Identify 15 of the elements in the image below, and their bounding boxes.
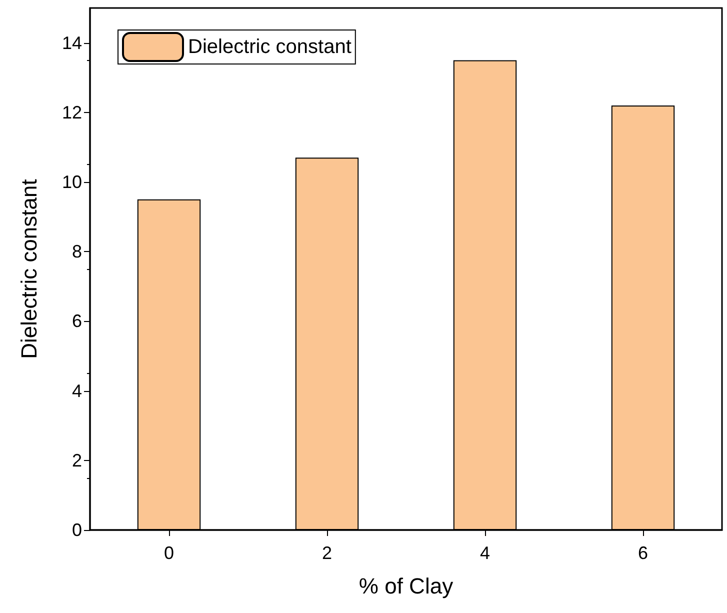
legend-label: Dielectric constant <box>188 36 352 58</box>
y-tick-label: 0 <box>72 520 82 540</box>
y-tick-label: 14 <box>62 32 82 53</box>
y-tick-label: 8 <box>72 242 82 262</box>
x-axis-title: % of Clay <box>358 574 454 598</box>
x-tick-label: 4 <box>480 543 490 563</box>
y-tick-label: 2 <box>72 450 82 470</box>
x-tick-label: 6 <box>638 543 648 563</box>
x-tick-label: 0 <box>164 543 174 563</box>
y-tick-label: 10 <box>62 172 82 192</box>
y-tick-label: 12 <box>62 102 82 122</box>
y-tick-label: 4 <box>72 380 82 401</box>
y-axis-title: Dielectric constant <box>16 179 42 359</box>
x-tick-label: 2 <box>322 543 332 563</box>
y-tick-label: 6 <box>72 311 82 332</box>
